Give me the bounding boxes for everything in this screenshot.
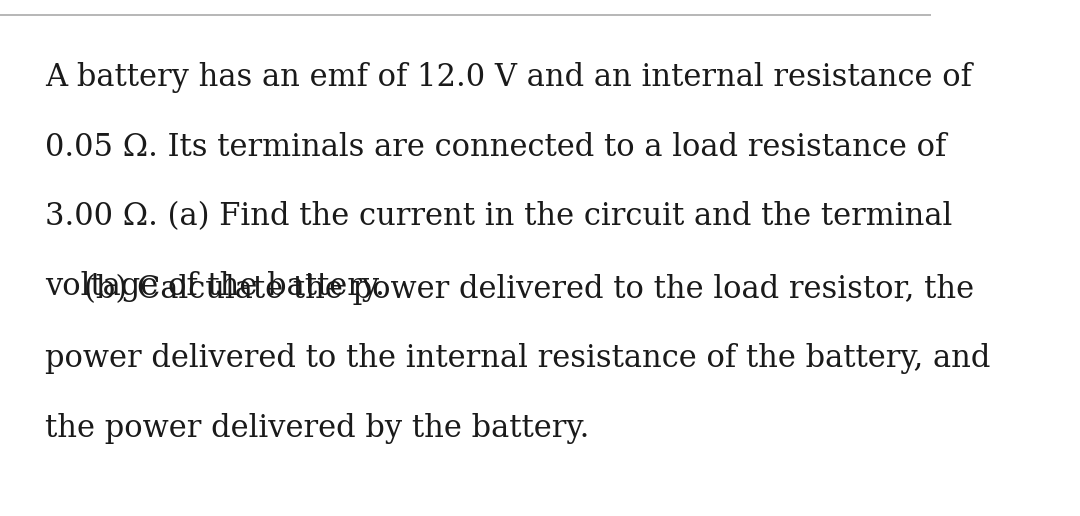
Text: power delivered to the internal resistance of the battery, and: power delivered to the internal resistan… xyxy=(44,343,990,374)
Text: voltage of the battery.: voltage of the battery. xyxy=(44,271,384,302)
Text: (b) Calculate the power delivered to the load resistor, the: (b) Calculate the power delivered to the… xyxy=(44,273,974,305)
Text: 0.05 Ω. Its terminals are connected to a load resistance of: 0.05 Ω. Its terminals are connected to a… xyxy=(44,132,946,163)
Text: the power delivered by the battery.: the power delivered by the battery. xyxy=(44,413,589,444)
Text: A battery has an emf of 12.0 V and an internal resistance of: A battery has an emf of 12.0 V and an in… xyxy=(44,62,972,93)
Text: 3.00 Ω. (a) Find the current in the circuit and the terminal: 3.00 Ω. (a) Find the current in the circ… xyxy=(44,201,951,232)
